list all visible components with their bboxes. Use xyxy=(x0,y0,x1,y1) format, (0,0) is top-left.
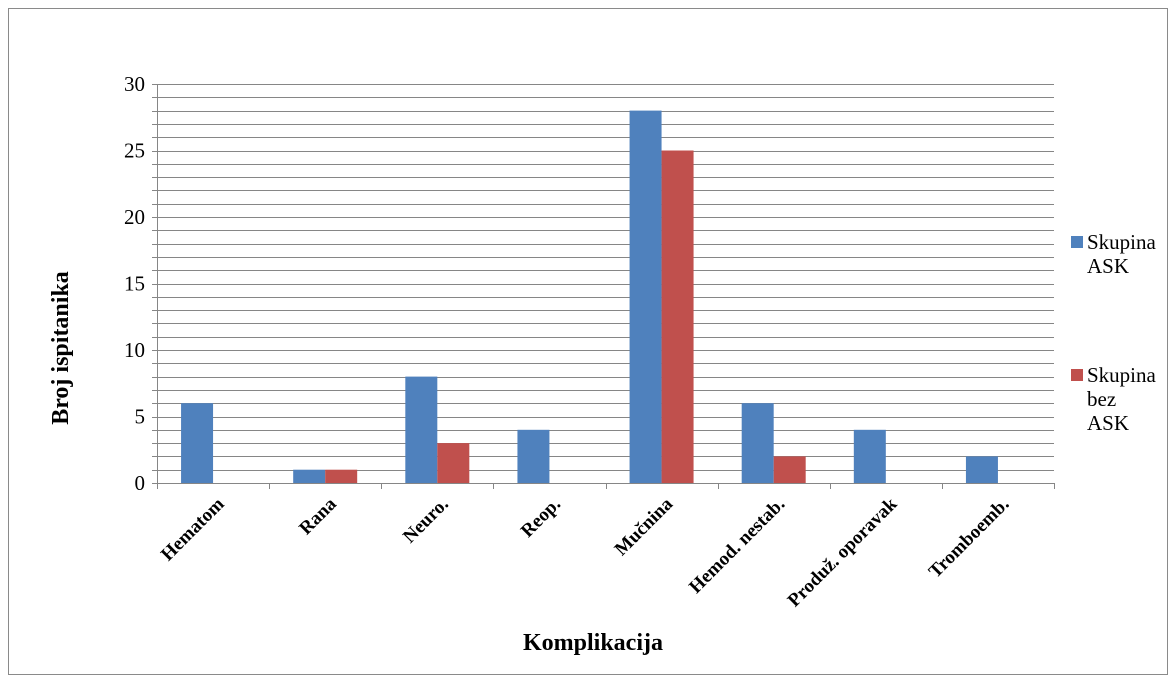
legend-label: Skupina xyxy=(1087,230,1157,254)
y-tick-label: 25 xyxy=(124,139,145,163)
x-tick-label: Neuro. xyxy=(399,494,453,548)
legend-label: Skupina xyxy=(1087,363,1157,387)
y-tick-label: 0 xyxy=(135,471,146,495)
x-tick-label: Tromboemb. xyxy=(925,494,1014,583)
axes xyxy=(152,84,1055,489)
bar xyxy=(773,456,806,483)
y-axis-title: Broj ispitanika xyxy=(48,271,74,425)
x-tick-label: Rana xyxy=(295,493,341,539)
gridlines xyxy=(157,84,1054,471)
x-tick-label: Produž. oporavak xyxy=(784,493,902,611)
bar xyxy=(741,403,774,483)
bars xyxy=(181,110,998,483)
bar xyxy=(629,110,662,483)
x-tick-label: Hemod. nestab. xyxy=(685,494,789,598)
x-tick-label: Hematom xyxy=(157,494,229,566)
bar xyxy=(661,150,694,483)
bar xyxy=(181,403,214,483)
bar xyxy=(517,429,550,483)
x-tick-label: Mučnina xyxy=(611,493,678,560)
y-tick-labels: 0 5 10 15 20 25 30 xyxy=(124,72,145,495)
x-tick-label: Reop. xyxy=(517,494,565,542)
bar xyxy=(293,469,326,483)
bar xyxy=(853,429,886,483)
y-tick-label: 20 xyxy=(124,205,145,229)
legend-label: bez xyxy=(1087,387,1116,411)
x-tick-labels: Hematom Rana Neuro. Reop. Mučnina Hemod. nest… xyxy=(157,493,1013,611)
legend-swatch xyxy=(1071,369,1083,381)
legend-label: ASK xyxy=(1087,254,1129,278)
bar xyxy=(965,456,998,483)
y-tick-label: 10 xyxy=(124,338,145,362)
bar xyxy=(325,469,358,483)
chart-frame xyxy=(8,8,1168,675)
x-axis-title: Komplikacija xyxy=(523,630,663,656)
legend-swatch xyxy=(1071,236,1083,248)
bar xyxy=(437,443,470,483)
y-tick-label: 30 xyxy=(124,72,145,96)
y-tick-label: 15 xyxy=(124,272,145,296)
legend-label: ASK xyxy=(1087,411,1129,435)
y-tick-label: 5 xyxy=(135,405,146,429)
bar xyxy=(405,376,438,483)
